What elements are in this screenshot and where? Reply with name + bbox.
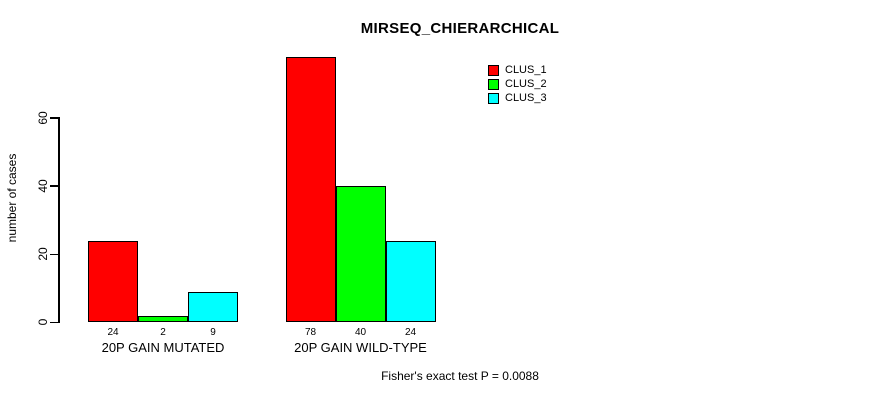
bar [138,315,188,323]
legend-swatch [488,64,499,76]
legend-item: CLUS_3 [488,92,547,104]
chart-title: MIRSEQ_CHIERARCHICAL [360,20,560,37]
bar [88,240,138,323]
legend-item: CLUS_1 [488,64,547,76]
y-axis-tick [50,185,59,187]
legend: CLUS_1 CLUS_2 CLUS_3 [488,64,547,104]
legend-label: CLUS_2 [505,78,547,90]
bar-value-label: 9 [210,326,216,338]
category-label: 20P GAIN WILD-TYPE [294,339,427,355]
y-axis-tick [50,117,59,119]
bar-value-label: 24 [107,326,119,338]
bar [188,291,238,323]
category-label: 20P GAIN MUTATED [101,339,225,355]
bar [285,56,336,323]
bar-value-label: 40 [354,326,367,338]
y-axis-tick-label: 60 [36,111,50,125]
annotation-text: Fisher's exact test P = 0.0088 [381,369,539,383]
y-axis-tick-label: 0 [36,319,50,326]
bar-value-label: 24 [404,326,417,338]
y-axis-tick-label: 40 [36,179,50,193]
y-axis-tick-label: 20 [36,247,50,261]
legend-label: CLUS_3 [505,92,547,104]
legend-swatch [488,92,499,104]
y-axis-tick [50,253,59,256]
bar [385,240,436,323]
legend-swatch [488,78,499,90]
y-axis-line [58,117,60,324]
bar-value-label: 78 [304,326,317,338]
y-axis-label: number of cases [5,153,19,243]
legend-label: CLUS_1 [505,64,547,76]
bar [335,186,386,323]
y-axis-tick [50,321,59,324]
bar-value-label: 2 [160,326,166,338]
legend-item: CLUS_2 [488,78,547,90]
